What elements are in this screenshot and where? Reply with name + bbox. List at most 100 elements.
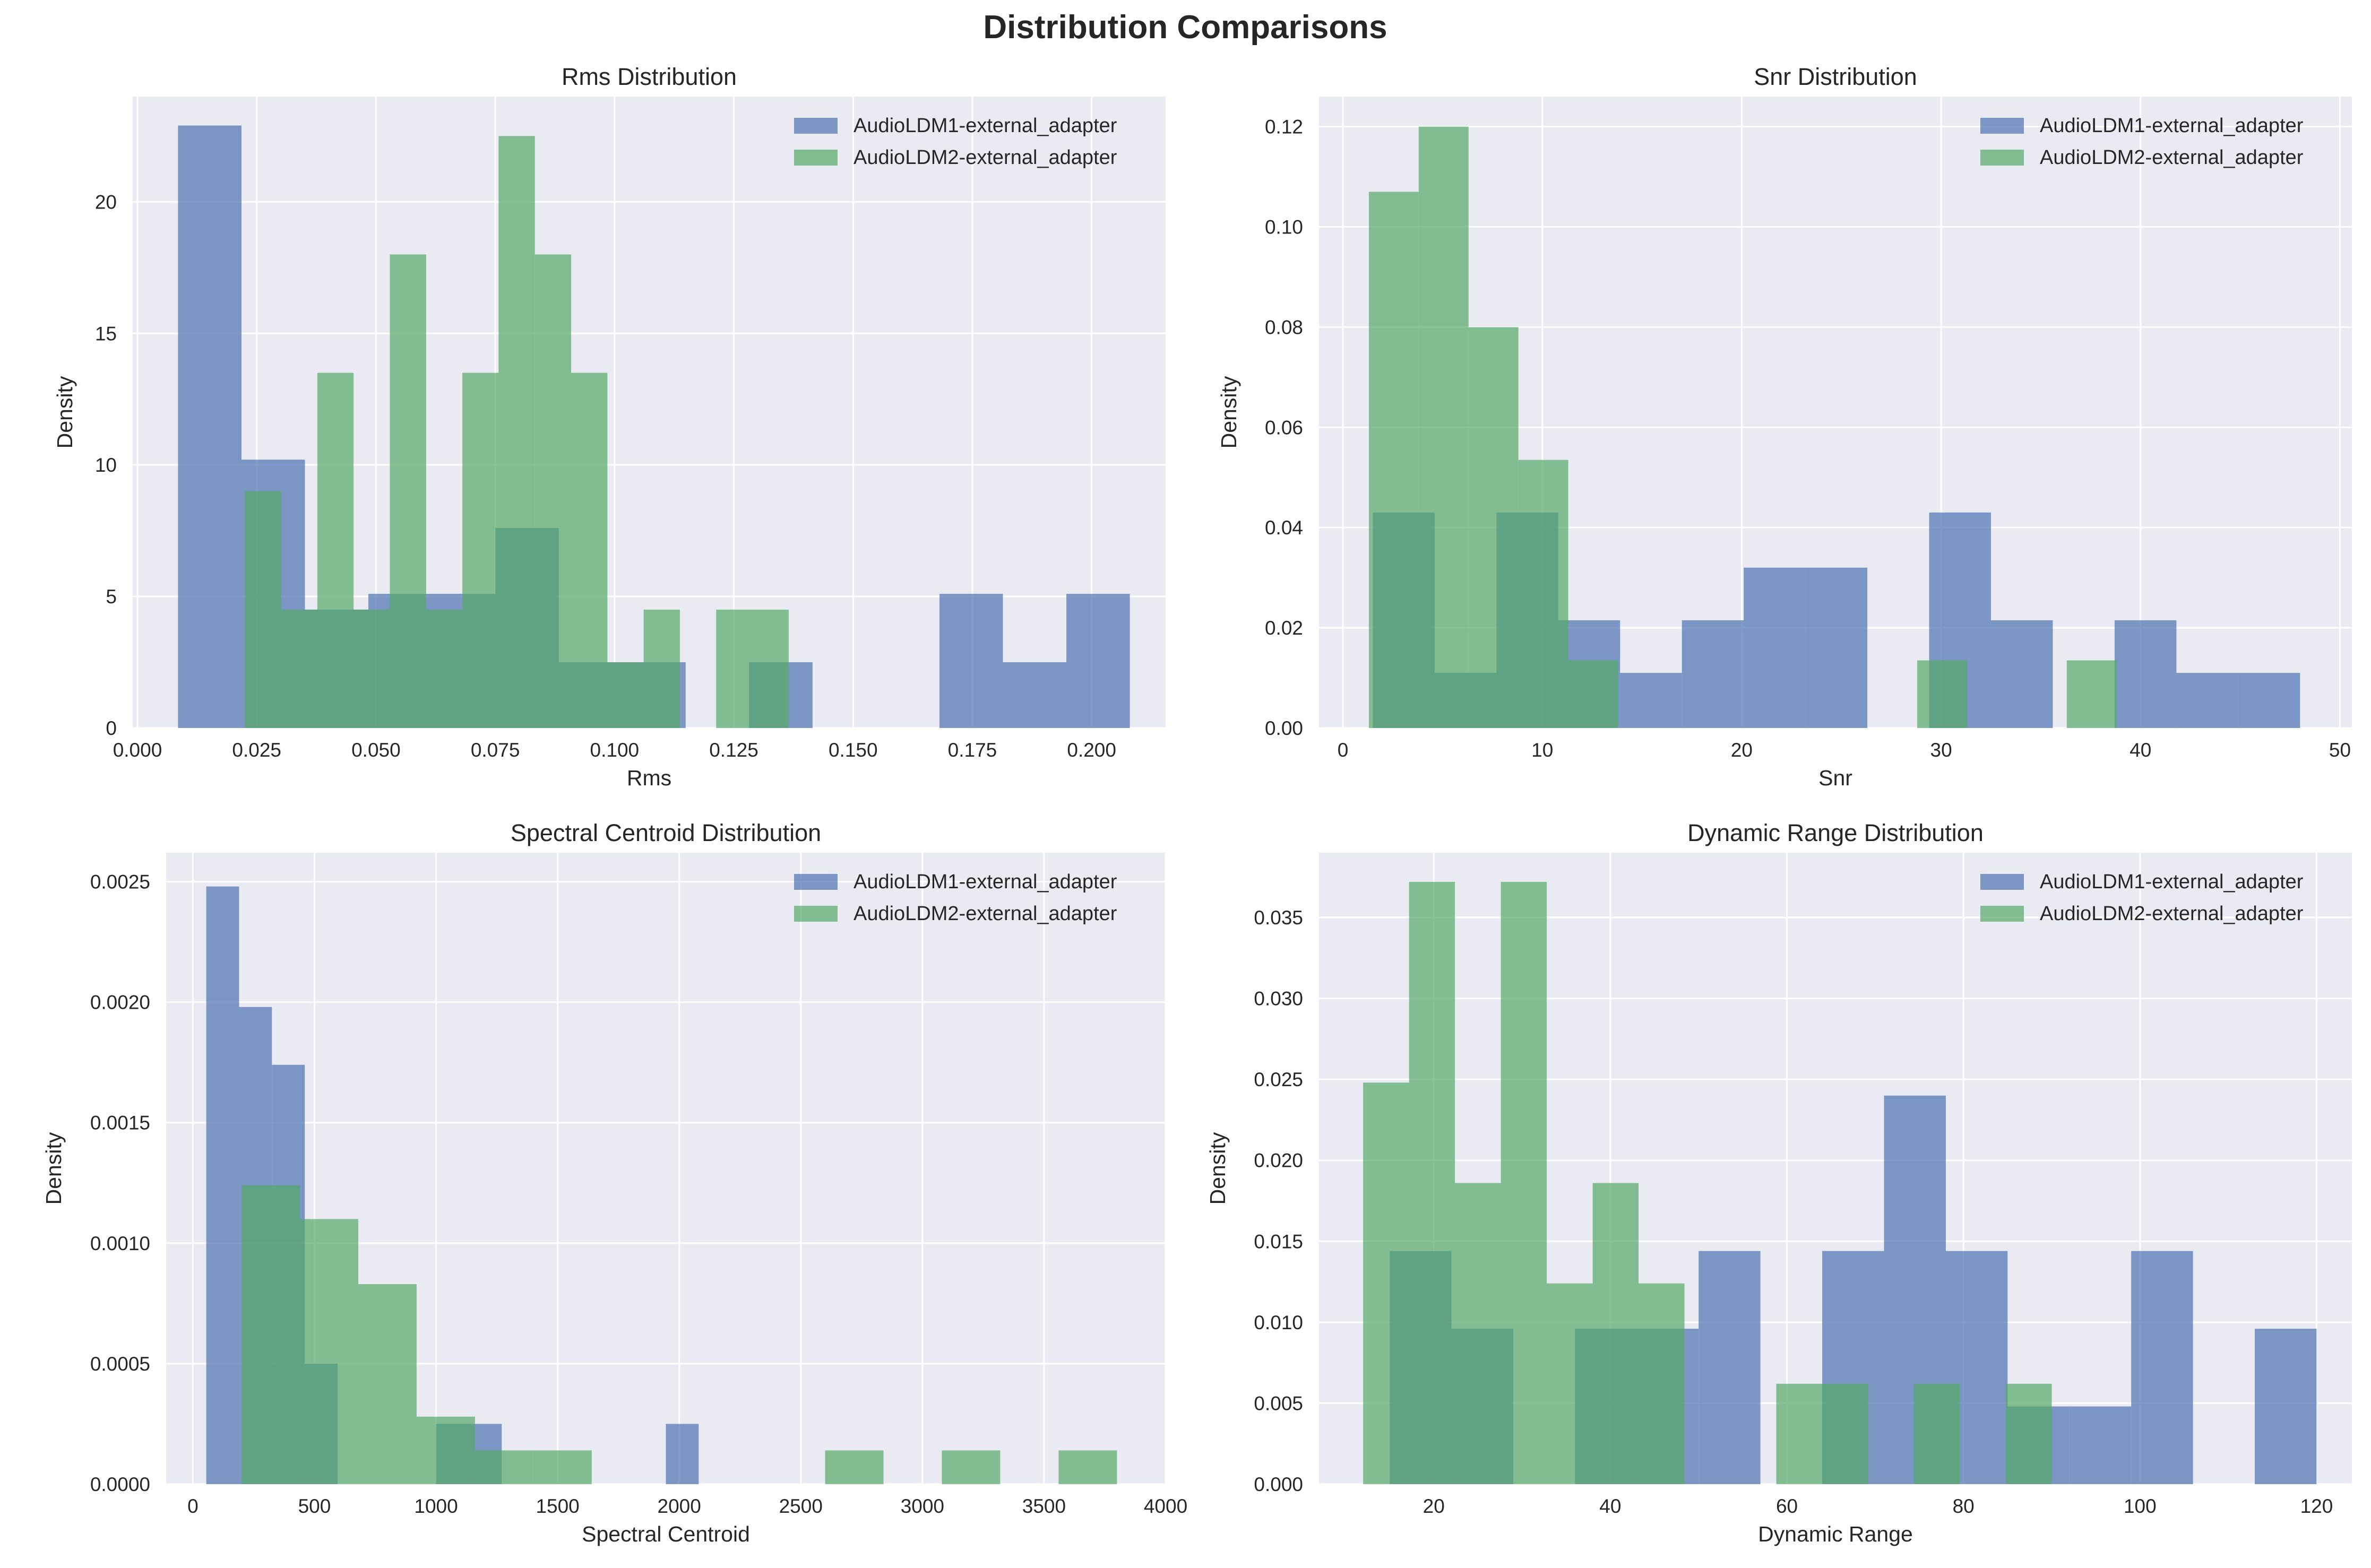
histogram-bar	[2176, 673, 2238, 728]
histogram-bar	[942, 1450, 1001, 1484]
histogram-bar	[1592, 1183, 1639, 1484]
x-tick-label: 40	[2129, 739, 2151, 761]
x-tick-label: 120	[2300, 1495, 2333, 1517]
y-tick-label: 0.030	[1254, 988, 1303, 1010]
series-2	[1363, 881, 2052, 1484]
y-tick-label: 0.10	[1265, 216, 1303, 238]
histogram-bar	[317, 372, 354, 728]
histogram-bar	[178, 125, 242, 729]
histogram-bar	[1409, 881, 1455, 1484]
histogram-bar	[475, 1450, 533, 1484]
histogram-bar	[1822, 1383, 1868, 1484]
histogram-bar	[1455, 1183, 1501, 1484]
histogram-bar	[1991, 620, 2053, 728]
legend-label: AudioLDM1-external_adapter	[2040, 115, 2304, 137]
y-tick-label: 0.025	[1254, 1069, 1303, 1090]
legend-label: AudioLDM1-external_adapter	[853, 115, 1117, 137]
x-tick-label: 60	[1776, 1495, 1798, 1517]
x-tick-label: 0.025	[232, 739, 281, 761]
histogram-bar	[1418, 126, 1469, 729]
histogram-bar	[498, 136, 535, 728]
legend-label: AudioLDM2-external_adapter	[2040, 903, 2304, 925]
histogram-bar	[1914, 1383, 1960, 1484]
histogram-bar	[354, 609, 390, 728]
histogram-bar	[534, 254, 572, 728]
legend: AudioLDM1-external_adapter AudioLDM2-exte…	[794, 871, 1117, 925]
y-tick-label: 0.035	[1254, 907, 1303, 929]
histogram-bar	[426, 609, 463, 728]
y-axis-label: Density	[1217, 376, 1241, 448]
y-tick-label: 0.0025	[90, 871, 150, 893]
histogram-bar	[358, 1284, 417, 1484]
histogram-bar	[1917, 660, 1967, 728]
histogram-bar	[533, 1450, 592, 1484]
x-tick-label: 0.075	[471, 739, 520, 761]
legend-swatch	[1980, 874, 2024, 890]
x-axis-label: Spectral Centroid	[582, 1522, 750, 1546]
x-tick-label: 100	[2124, 1495, 2157, 1517]
legend: AudioLDM1-external_adapter AudioLDM2-exte…	[1980, 871, 2304, 925]
series-2	[1368, 126, 2117, 729]
legend-label: AudioLDM2-external_adapter	[853, 146, 1117, 169]
series-2	[242, 1185, 1117, 1484]
y-axis-label: Density	[1205, 1132, 1230, 1205]
histogram-bar	[462, 372, 499, 728]
histogram-bar	[752, 609, 789, 728]
y-tick-label: 0.08	[1265, 316, 1303, 338]
legend-swatch	[794, 118, 838, 134]
histogram-bar	[571, 372, 608, 728]
x-axis-label: Dynamic Range	[1758, 1522, 1913, 1546]
histogram-bar	[1003, 662, 1067, 728]
x-axis-label: Rms	[627, 766, 671, 790]
y-tick-label: 20	[95, 191, 117, 213]
legend-swatch	[794, 150, 838, 166]
histogram-bar	[1639, 1283, 1685, 1484]
legend-label: AudioLDM1-external_adapter	[2040, 871, 2304, 893]
x-tick-label: 0.050	[351, 739, 401, 761]
histogram-bar	[2066, 660, 2117, 728]
x-tick-label: 3500	[1022, 1495, 1066, 1517]
y-tick-label: 0.0000	[90, 1474, 150, 1495]
histogram-bar	[1363, 1082, 1409, 1484]
y-tick-label: 0.00	[1265, 717, 1303, 739]
legend-label: AudioLDM2-external_adapter	[853, 903, 1117, 925]
legend-swatch	[1980, 906, 2024, 922]
histogram-bar	[666, 1424, 699, 1484]
histogram-bar	[1682, 620, 1744, 728]
y-axis-label: Density	[53, 376, 77, 448]
histogram-bar	[299, 1219, 358, 1484]
chart-panel-4: 20 40 60 80 100 120 0.000 0.005 0.010 0.015 0.020 0…	[1205, 819, 2352, 1546]
histogram-bar	[245, 491, 281, 728]
y-tick-label: 0.005	[1254, 1392, 1303, 1414]
histogram-bar	[242, 1185, 300, 1484]
y-tick-label: 0.015	[1254, 1231, 1303, 1252]
histogram-bar	[643, 609, 680, 728]
x-tick-label: 20	[1423, 1495, 1445, 1517]
x-tick-label: 1000	[414, 1495, 458, 1517]
x-axis-label: Snr	[1818, 766, 1852, 790]
x-tick-label: 4000	[1144, 1495, 1187, 1517]
series-2	[245, 136, 789, 728]
x-tick-label: 0.200	[1067, 739, 1116, 761]
chart-title: Rms Distribution	[562, 63, 737, 90]
y-tick-label: 15	[95, 323, 117, 344]
x-tick-label: 0.150	[829, 739, 878, 761]
y-tick-label: 5	[106, 586, 117, 608]
histogram-bar	[1547, 1283, 1593, 1484]
x-tick-label: 0	[1338, 739, 1349, 761]
y-tick-label: 0.04	[1265, 517, 1303, 539]
histogram-bar	[1518, 460, 1568, 728]
x-tick-label: 0.175	[948, 739, 997, 761]
chart-title: Snr Distribution	[1754, 63, 1917, 90]
histogram-bar	[281, 609, 317, 728]
y-tick-label: 0.06	[1265, 417, 1303, 438]
x-tick-label: 0.100	[590, 739, 640, 761]
x-tick-label: 30	[1930, 739, 1952, 761]
histogram-bar	[1568, 660, 1618, 728]
histogram-bar	[1620, 673, 1682, 728]
chart-panel-2: 0 10 20 30 40 50 0.00 0.02 0.04 0.06 0.08 0.10 0.12 S…	[1217, 63, 2352, 790]
histogram-bar	[2114, 620, 2177, 728]
histogram-bar	[1368, 192, 1419, 728]
histogram-bar	[716, 609, 753, 728]
